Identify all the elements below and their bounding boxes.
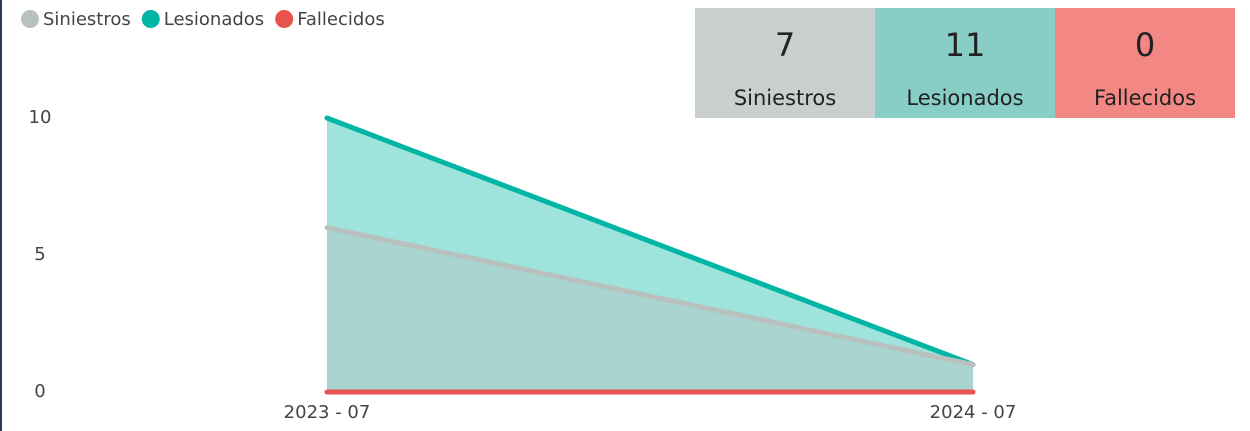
kpi-label: Lesionados (906, 86, 1023, 110)
line (324, 225, 976, 368)
left-border (0, 0, 2, 431)
kpi-value: 7 (775, 26, 795, 64)
line (324, 115, 976, 368)
y-tick-label: 5 (34, 244, 45, 265)
legend-swatch (21, 10, 39, 28)
y-tick-label: 10 (29, 107, 52, 128)
legend-label: Fallecidos (297, 9, 385, 30)
y-tick-label: 0 (34, 381, 45, 402)
kpi-label: Fallecidos (1094, 86, 1196, 110)
x-tick-label: 2023 - 07 (284, 402, 371, 423)
legend-swatch (275, 10, 294, 28)
kpi-value: 0 (1135, 26, 1155, 64)
area (327, 227, 973, 392)
kpi-value: 11 (945, 26, 986, 64)
legend-label: Lesionados (164, 9, 264, 30)
kpi-card (875, 8, 1055, 118)
legend-swatch (141, 10, 160, 28)
kpi-card (1055, 8, 1235, 118)
kpi-label: Siniestros (734, 86, 836, 110)
kpi-card (695, 8, 875, 118)
x-tick-label: 2024 - 07 (930, 402, 1017, 423)
area (327, 118, 973, 392)
legend-label: Siniestros (43, 9, 131, 30)
